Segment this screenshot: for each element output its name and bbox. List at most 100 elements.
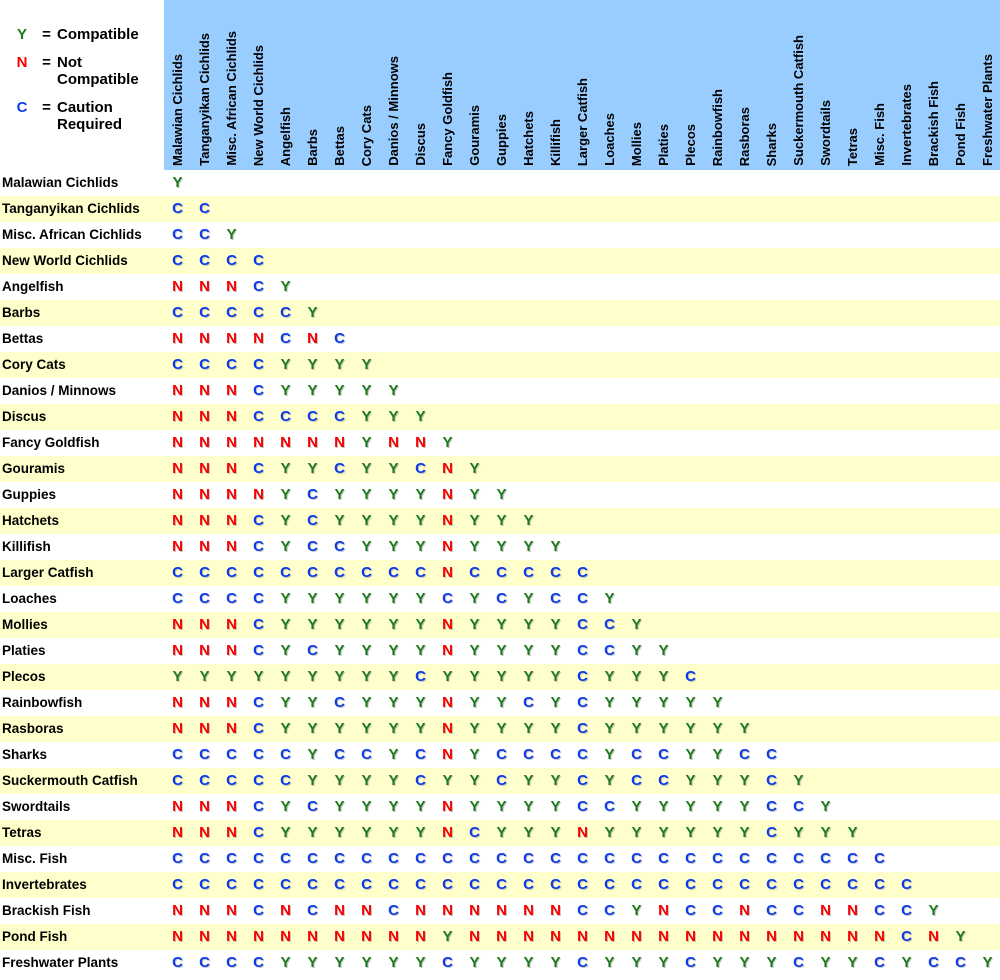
compatibility-cell: C bbox=[577, 850, 588, 867]
compatibility-cell: N bbox=[388, 434, 399, 451]
compatibility-cell bbox=[569, 456, 596, 482]
compatibility-cell: Y bbox=[550, 616, 561, 633]
compatibility-cell: Y bbox=[442, 772, 453, 789]
compatibility-cell: Y bbox=[361, 642, 372, 659]
compatibility-cell bbox=[785, 690, 812, 716]
compatibility-cell bbox=[866, 638, 893, 664]
compatibility-cell bbox=[407, 170, 434, 196]
compatibility-cell bbox=[380, 352, 407, 378]
compatibility-cell: Y bbox=[820, 824, 831, 841]
compatibility-cell bbox=[353, 300, 380, 326]
compatibility-cell bbox=[920, 404, 947, 430]
compatibility-cell bbox=[839, 690, 866, 716]
column-header: Suckermouth Catfish bbox=[785, 0, 812, 170]
compatibility-cell bbox=[812, 248, 839, 274]
compatibility-cell bbox=[785, 586, 812, 612]
compatibility-cell: Y bbox=[523, 642, 534, 659]
compatibility-cell bbox=[920, 742, 947, 768]
compatibility-cell bbox=[893, 300, 920, 326]
compatibility-cell: C bbox=[442, 876, 453, 893]
compatibility-cell bbox=[515, 274, 542, 300]
compatibility-cell: N bbox=[604, 928, 615, 945]
compatibility-cell: N bbox=[253, 330, 264, 347]
compatibility-cell bbox=[731, 248, 758, 274]
compatibility-cell: Y bbox=[604, 590, 615, 607]
compatibility-cell: C bbox=[577, 694, 588, 711]
compatibility-cell: Y bbox=[523, 668, 534, 685]
compatibility-cell: C bbox=[307, 408, 318, 425]
compatibility-cell: C bbox=[766, 850, 777, 867]
compatibility-cell: C bbox=[307, 902, 318, 919]
compatibility-cell: C bbox=[334, 408, 345, 425]
compatibility-cell: Y bbox=[388, 460, 399, 477]
compatibility-cell: N bbox=[199, 616, 210, 633]
compatibility-cell bbox=[974, 612, 1000, 638]
compatibility-cell bbox=[947, 560, 974, 586]
compatibility-cell: N bbox=[442, 694, 453, 711]
compatibility-cell bbox=[569, 352, 596, 378]
compatibility-cell: Y bbox=[658, 642, 669, 659]
compatibility-cell: C bbox=[199, 564, 210, 581]
compatibility-cell: N bbox=[739, 902, 750, 919]
compatibility-cell: N bbox=[172, 512, 183, 529]
compatibility-cell bbox=[677, 274, 704, 300]
compatibility-cell bbox=[596, 248, 623, 274]
compatibility-cell bbox=[731, 482, 758, 508]
compatibility-cell bbox=[650, 586, 677, 612]
compatibility-cell: N bbox=[361, 902, 372, 919]
compatibility-cell bbox=[785, 456, 812, 482]
compatibility-cell: Y bbox=[658, 824, 669, 841]
compatibility-cell: Y bbox=[361, 720, 372, 737]
compatibility-cell bbox=[650, 274, 677, 300]
species-row: Killifish N N N C Y C C Y Y Y N Y Y Y Y bbox=[0, 534, 1000, 560]
compatibility-cell: C bbox=[712, 876, 723, 893]
compatibility-cell bbox=[704, 664, 731, 690]
compatibility-cell bbox=[704, 274, 731, 300]
compatibility-cell: Y bbox=[469, 460, 480, 477]
compatibility-cell bbox=[866, 560, 893, 586]
compatibility-cell bbox=[515, 430, 542, 456]
compatibility-cell bbox=[866, 690, 893, 716]
compatibility-cell: Y bbox=[307, 772, 318, 789]
compatibility-cell: N bbox=[172, 330, 183, 347]
compatibility-cell: N bbox=[712, 928, 723, 945]
compatibility-cell: Y bbox=[469, 772, 480, 789]
column-header-label: Danios / Minnows bbox=[386, 56, 401, 166]
compatibility-cell bbox=[920, 586, 947, 612]
compatibility-cell: N bbox=[307, 330, 318, 347]
compatibility-cell: Y bbox=[550, 642, 561, 659]
compatibility-cell: N bbox=[226, 694, 237, 711]
compatibility-cell bbox=[920, 794, 947, 820]
compatibility-cell bbox=[785, 430, 812, 456]
compatibility-cell: C bbox=[604, 850, 615, 867]
compatibility-cell bbox=[299, 170, 326, 196]
compatibility-cell: C bbox=[577, 746, 588, 763]
compatibility-cell bbox=[569, 326, 596, 352]
legend: Y = Compatible N = Not Compatible C = Ca… bbox=[0, 26, 164, 144]
compatibility-cell: N bbox=[658, 928, 669, 945]
compatibility-cell bbox=[974, 430, 1000, 456]
compatibility-cell bbox=[569, 274, 596, 300]
compatibility-cell: N bbox=[226, 902, 237, 919]
compatibility-cell bbox=[596, 352, 623, 378]
compatibility-cell: N bbox=[199, 512, 210, 529]
compatibility-cell bbox=[596, 430, 623, 456]
compatibility-cell bbox=[704, 482, 731, 508]
compatibility-cell: C bbox=[280, 304, 291, 321]
compatibility-cell bbox=[353, 248, 380, 274]
compatibility-cell bbox=[650, 456, 677, 482]
compatibility-cell bbox=[596, 222, 623, 248]
compatibility-cell: C bbox=[226, 564, 237, 581]
compatibility-cell: C bbox=[307, 642, 318, 659]
compatibility-cell bbox=[920, 820, 947, 846]
compatibility-cell: C bbox=[361, 746, 372, 763]
compatibility-cell: Y bbox=[280, 694, 291, 711]
compatibility-cell bbox=[704, 326, 731, 352]
column-header-label: Plecos bbox=[683, 124, 698, 166]
compatibility-cell: N bbox=[172, 928, 183, 945]
compatibility-cell: Y bbox=[334, 512, 345, 529]
compatibility-cell: C bbox=[874, 954, 885, 971]
column-header-label: Suckermouth Catfish bbox=[791, 35, 806, 166]
compatibility-cell bbox=[704, 196, 731, 222]
compatibility-cell: Y bbox=[280, 590, 291, 607]
